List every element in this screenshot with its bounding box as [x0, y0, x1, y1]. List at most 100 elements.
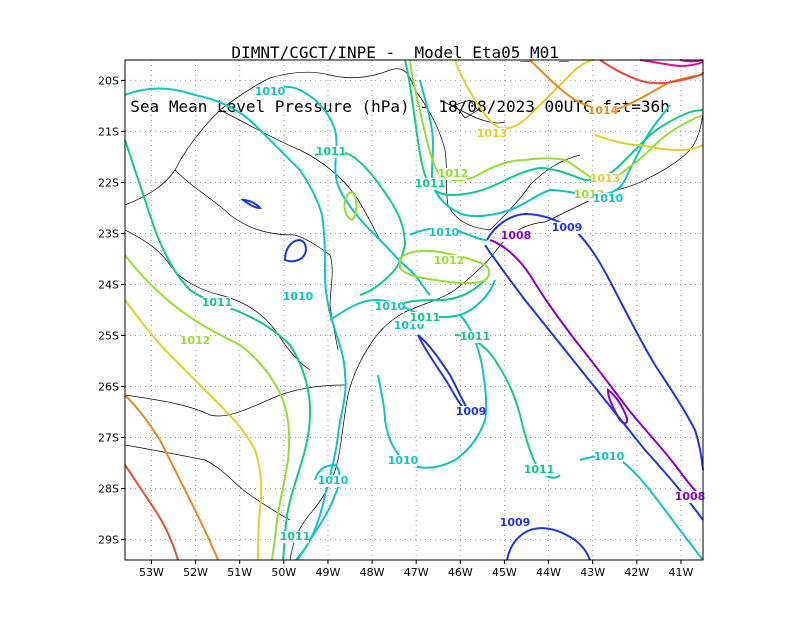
- lon-tick-label: 45W: [492, 566, 517, 579]
- isobar-label: 1008: [675, 490, 706, 503]
- coastline-north: [544, 109, 704, 223]
- isobar-label: 1010: [255, 85, 286, 98]
- isobar-label: 1011: [415, 177, 446, 190]
- isobar-label: 1012: [180, 334, 211, 347]
- isobar-label-bg: [376, 301, 404, 313]
- isobar-label-bg: [478, 128, 506, 140]
- isobar-label-bg: [461, 331, 489, 343]
- lat-tick-label: 25S: [98, 330, 119, 343]
- lat-tick-label: 29S: [98, 534, 119, 547]
- lake: [454, 99, 479, 119]
- isobars: [124, 59, 704, 561]
- isobar-label-bg: [553, 222, 581, 234]
- isobar-label-bg: [435, 255, 463, 267]
- isobar-label: 1012: [438, 167, 469, 180]
- isobar-label: 1011: [410, 311, 441, 324]
- isobar-label: 1010: [388, 454, 419, 467]
- isobar-label: 1010: [594, 450, 625, 463]
- state-border-3: [124, 68, 416, 206]
- isobar-label: 1010: [283, 290, 314, 303]
- isobar-1010-south: [295, 463, 341, 561]
- isobar-label: 1009: [456, 405, 487, 418]
- isobar-1009-west1: [240, 198, 262, 210]
- isobar-1016-north: [639, 59, 704, 68]
- isobar-label-bg: [203, 297, 231, 309]
- isobar-label: 1010: [429, 226, 460, 239]
- isobar-1012-small: [343, 191, 358, 222]
- isobar-1013-ne: [594, 134, 704, 152]
- lat-tick-label: 20S: [98, 74, 119, 87]
- title-line-1: DIMNT/CGCT/INPE - Model Eta05_M01_: [231, 43, 569, 62]
- isobar-label-bg: [416, 178, 444, 190]
- isobar-1010-west: [124, 87, 347, 561]
- state-border-5: [219, 109, 381, 241]
- isobar-label-bg: [457, 406, 485, 418]
- lat-tick-label: 26S: [98, 381, 119, 394]
- isobar-1009-low: [417, 334, 470, 412]
- graticule: [125, 60, 703, 560]
- state-border-2: [124, 444, 291, 521]
- isobar-1011-west: [124, 139, 312, 561]
- isobar-1014-north: [529, 59, 704, 111]
- isobar-label-bg: [319, 475, 347, 487]
- lon-tick-label: 42W: [624, 566, 649, 579]
- lon-tick-label: 47W: [404, 566, 429, 579]
- lat-tick-label: 21S: [98, 125, 119, 138]
- lon-tick-label: 50W: [271, 566, 296, 579]
- isobar-label-bg: [430, 227, 458, 239]
- isobar-label: 1011: [460, 330, 491, 343]
- lon-tick-label: 46W: [448, 566, 473, 579]
- isobar-1009-south: [506, 527, 591, 561]
- isobar-1009-coast: [486, 212, 704, 471]
- lon-tick-label: 48W: [360, 566, 385, 579]
- isobar-label-bg: [411, 312, 439, 324]
- lat-tick-label: 23S: [98, 227, 119, 240]
- isobar-label-bg: [595, 451, 623, 463]
- isobar-label-bg: [525, 464, 553, 476]
- isobar-label: 1013: [477, 127, 508, 140]
- isobar-1011-loop: [314, 150, 407, 296]
- lon-tick-label: 43W: [580, 566, 605, 579]
- isobar-label: 1011: [524, 463, 555, 476]
- state-border-4: [174, 169, 339, 351]
- isobar-label: 1011: [280, 530, 311, 543]
- isobar-1010-bigloop: [259, 85, 431, 296]
- isobar-label: 1013: [590, 172, 621, 185]
- isobar-1012-north: [409, 59, 704, 182]
- isobar-label-bg: [317, 146, 345, 158]
- isobar-1008: [489, 239, 704, 499]
- isobar-1013-north: [454, 59, 596, 130]
- isobar-label: 1010: [375, 300, 406, 313]
- isobar-label-bg: [501, 517, 529, 529]
- state-border-8: [124, 229, 311, 371]
- isobar-1015-west: [124, 464, 179, 561]
- isobar-1009-west2: [283, 238, 307, 263]
- isobar-label: 1012: [434, 254, 465, 267]
- isobar-labels: 1010101110111012101310141013101210101008…: [180, 85, 706, 543]
- isobar-label: 1008: [501, 229, 532, 242]
- isobar-1010-mid: [377, 314, 488, 469]
- lon-tick-label: 52W: [183, 566, 208, 579]
- isobar-1012-oval: [399, 249, 491, 285]
- isobar-label-bg: [256, 86, 284, 98]
- axis-ticks: 53W 52W 51W 50W 49W 48W 47W 46W 45W 44W 43W 42W 41W 2…: [98, 74, 693, 579]
- isobar-1010-coast: [329, 279, 496, 321]
- isobar-label: 1010: [318, 474, 349, 487]
- isobar-label-bg: [181, 335, 209, 347]
- lon-tick-label: 41W: [669, 566, 694, 579]
- isobar-label-bg: [591, 173, 619, 185]
- isobar-label: 1014: [588, 104, 619, 117]
- isobar-label-bg: [502, 230, 530, 242]
- coastline: [289, 221, 546, 561]
- isobar-1013-west: [124, 299, 263, 561]
- map-frame: [124, 59, 704, 561]
- isobar-1011-coast: [397, 279, 486, 306]
- isobar-1009-inner: [484, 244, 704, 521]
- coastline-and-borders: [124, 68, 704, 561]
- isobar-1012-west: [124, 254, 291, 561]
- lon-tick-label: 53W: [139, 566, 164, 579]
- isobar-label-bg: [389, 455, 417, 467]
- isobar-label-bg: [594, 193, 622, 205]
- lon-tick-label: 51W: [227, 566, 252, 579]
